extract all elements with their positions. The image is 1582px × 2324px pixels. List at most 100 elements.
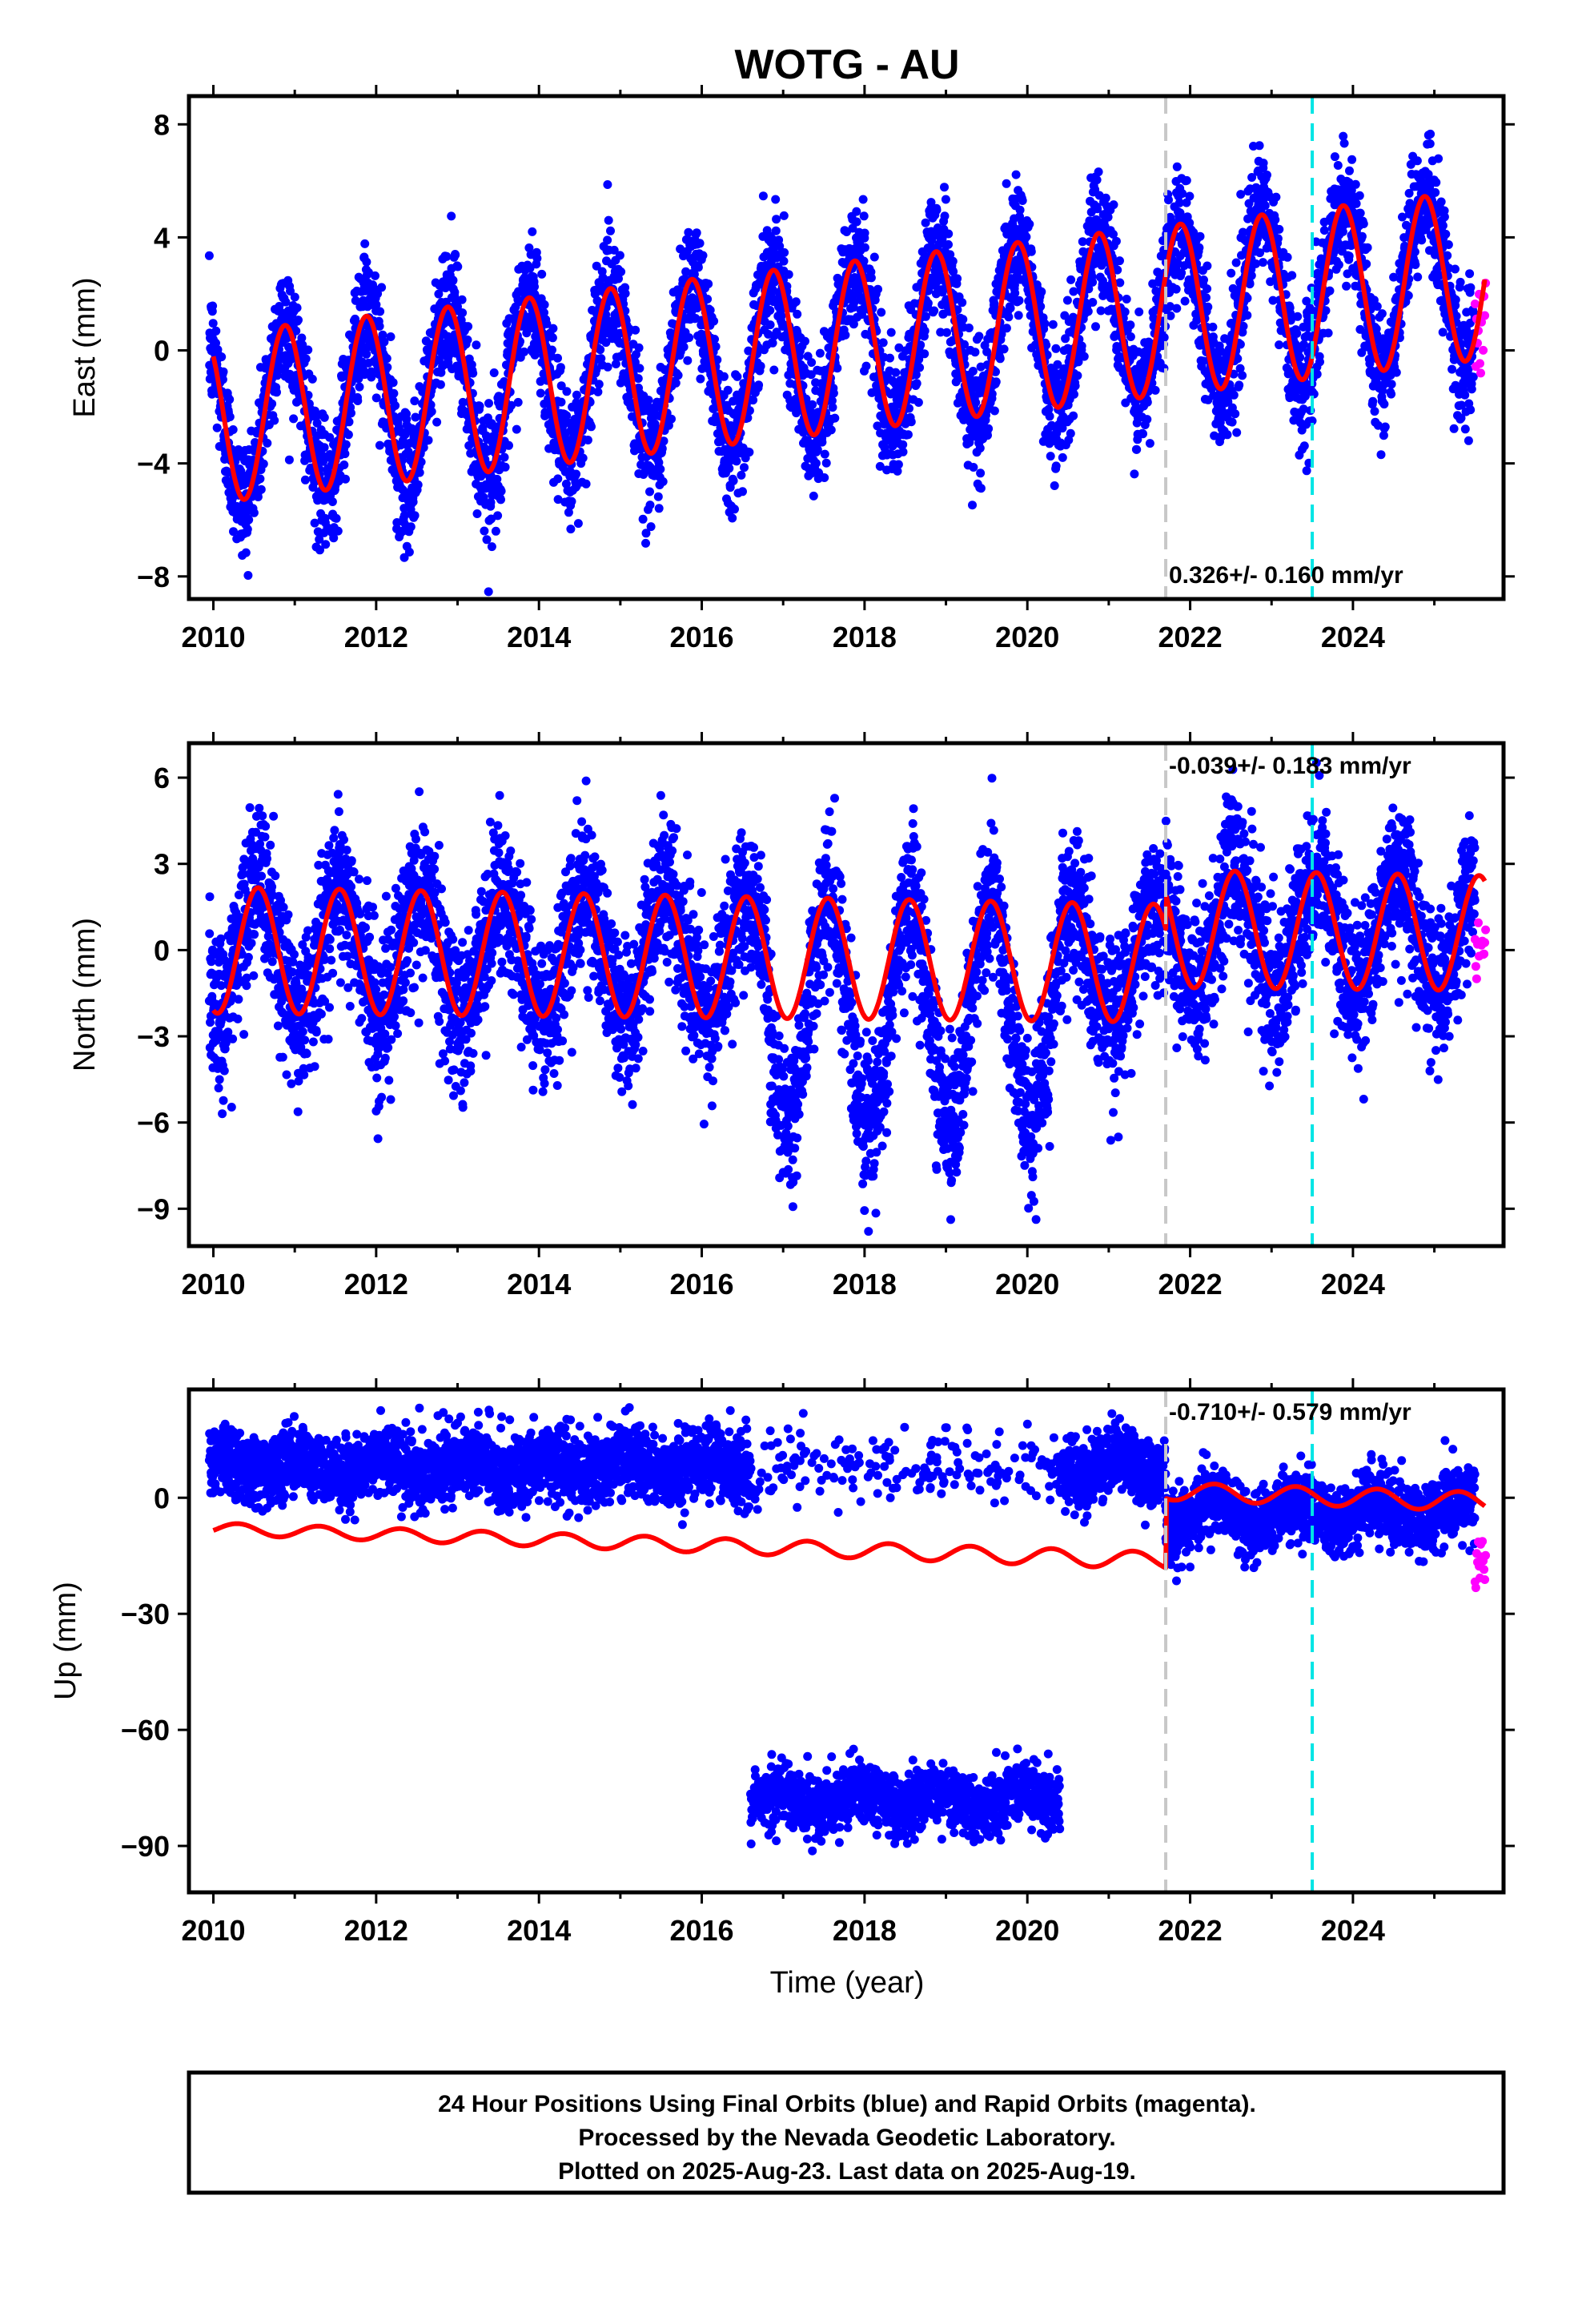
east-point — [319, 443, 329, 452]
east-point — [754, 380, 764, 390]
east-point — [504, 440, 513, 450]
east-point — [673, 371, 683, 380]
east-point — [1138, 429, 1147, 439]
east-point — [225, 412, 235, 421]
east-point — [229, 527, 238, 537]
east-point — [553, 353, 562, 363]
east-point — [303, 345, 313, 355]
east-point — [243, 571, 253, 580]
east-point — [964, 324, 974, 332]
east-point — [270, 416, 279, 425]
east-point — [615, 251, 624, 260]
east-point — [873, 284, 882, 294]
east-point — [225, 395, 235, 404]
east-point — [940, 211, 950, 221]
east-point — [294, 316, 303, 325]
east-point — [758, 191, 768, 201]
east-point — [606, 226, 615, 235]
east-point — [944, 229, 954, 239]
east-point — [556, 397, 566, 407]
east-point — [1259, 258, 1267, 267]
east-point — [548, 345, 556, 355]
east-point — [1208, 322, 1218, 332]
east-point — [1015, 205, 1025, 215]
east-point — [944, 239, 953, 249]
east-point — [386, 332, 396, 341]
east-point — [604, 215, 613, 225]
east-point — [891, 368, 901, 377]
east-point — [970, 348, 980, 357]
east-point — [772, 215, 781, 224]
east-point — [768, 338, 777, 348]
east-point — [341, 440, 351, 449]
east-point — [377, 283, 387, 292]
east-point — [284, 455, 294, 464]
east-point — [341, 474, 350, 484]
east-point — [219, 367, 228, 376]
east-point — [244, 515, 254, 525]
east-point — [958, 298, 967, 308]
east-point — [728, 513, 737, 523]
east-point — [898, 447, 908, 456]
east-point — [1172, 304, 1182, 313]
east-point — [484, 399, 493, 408]
east-point — [1171, 284, 1181, 294]
east-point — [784, 270, 793, 279]
east-point — [826, 425, 836, 435]
east-point — [450, 287, 460, 297]
east-point — [484, 587, 493, 597]
east-point — [1164, 195, 1173, 205]
east-point — [645, 501, 655, 510]
east-point — [1166, 311, 1175, 320]
east-point — [1006, 304, 1015, 313]
east-point — [1293, 312, 1303, 321]
east-point — [745, 448, 754, 457]
east-point — [321, 540, 331, 549]
east-point — [733, 372, 742, 381]
east-point — [593, 387, 603, 396]
east-point — [603, 362, 612, 372]
east-point — [1227, 268, 1236, 278]
east-point — [603, 180, 612, 189]
east-point — [208, 301, 218, 311]
east-point — [921, 312, 930, 321]
east-point — [391, 401, 400, 410]
east-point — [1203, 261, 1212, 271]
east-point — [976, 484, 986, 493]
east-point — [821, 458, 831, 468]
east-point — [487, 542, 496, 552]
east-point — [340, 449, 350, 459]
east-point — [353, 396, 363, 405]
east-point — [1235, 380, 1244, 390]
east-point — [1066, 275, 1076, 284]
east-point — [1275, 224, 1284, 234]
east-point — [654, 504, 664, 513]
east-point — [815, 348, 825, 358]
east-point — [472, 340, 481, 350]
east-point — [830, 413, 840, 423]
east-point — [920, 349, 930, 359]
east-point — [1263, 171, 1271, 179]
east-point — [861, 361, 871, 371]
east-point — [912, 379, 921, 388]
east-point — [999, 344, 1009, 354]
east-point — [653, 492, 663, 501]
east-point — [255, 474, 265, 484]
east-point — [532, 254, 542, 263]
east-point — [893, 460, 903, 469]
east-point — [1132, 444, 1142, 454]
east-point — [1011, 170, 1021, 179]
east-point — [969, 463, 978, 472]
east-point — [343, 430, 353, 440]
east-point — [695, 239, 705, 248]
east-point — [780, 247, 789, 257]
east-point — [1295, 352, 1305, 362]
east-point — [464, 322, 473, 332]
east-point — [1010, 288, 1020, 298]
east-point — [259, 459, 268, 468]
east-point — [1026, 247, 1036, 256]
east-point — [1283, 252, 1292, 262]
east-point — [1058, 452, 1067, 462]
east-point — [410, 396, 420, 406]
